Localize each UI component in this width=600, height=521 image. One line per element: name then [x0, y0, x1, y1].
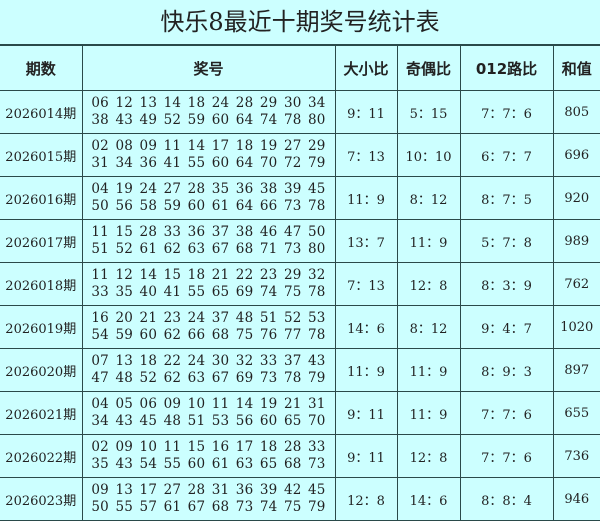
- period-cell: 2026018期: [0, 262, 83, 306]
- numbers-line: 16 20 21 23 24 37 48 51 52 53: [91, 310, 326, 326]
- numbers-line: 54 59 60 62 66 68 75 76 77 78: [91, 327, 326, 343]
- road012-cell: 6：7：7: [459, 133, 554, 177]
- numbers-cell: 04 05 06 09 10 11 14 19 21 31 34 43 45 48…: [81, 391, 336, 435]
- numbers-line: 50 55 57 61 67 68 73 74 75 79: [91, 499, 326, 515]
- numbers-line: 47 48 52 62 63 67 69 73 78 79: [91, 370, 326, 386]
- big-small-cell: 9：11: [334, 391, 398, 435]
- header-odd-even: 奇偶比: [396, 45, 461, 91]
- period-cell: 2026020期: [0, 348, 83, 392]
- period-cell: 2026016期: [0, 176, 83, 220]
- numbers-line: 02 09 10 11 15 16 17 18 28 33: [91, 439, 326, 455]
- numbers-line: 34 43 45 48 51 53 56 60 65 70: [91, 413, 326, 429]
- table-row: 2026019期 16 20 21 23 24 37 48 51 52 53 54…: [0, 305, 600, 349]
- sum-cell: 1020: [552, 305, 600, 349]
- header-period: 期数: [0, 45, 83, 91]
- table-row: 2026022期 02 09 10 11 15 16 17 18 28 33 35…: [0, 434, 600, 478]
- road012-cell: 7：7：6: [459, 391, 554, 435]
- odd-even-cell: 8：12: [396, 176, 461, 220]
- sum-cell: 696: [552, 133, 600, 177]
- numbers-line: 02 08 09 11 14 17 18 19 27 29: [91, 138, 326, 154]
- numbers-line: 04 05 06 09 10 11 14 19 21 31: [91, 396, 326, 412]
- odd-even-cell: 12：8: [396, 262, 461, 306]
- road012-cell: 7：7：6: [459, 90, 554, 134]
- big-small-cell: 9：11: [334, 434, 398, 478]
- road012-cell: 8：8：4: [459, 477, 554, 521]
- sum-cell: 736: [552, 434, 600, 478]
- numbers-cell: 09 13 17 27 28 31 36 39 42 45 50 55 57 61…: [81, 477, 336, 521]
- road012-cell: 9：4：7: [459, 305, 554, 349]
- numbers-line: 50 56 58 59 60 61 64 66 73 78: [91, 198, 326, 214]
- numbers-line: 35 43 54 55 60 61 63 65 68 73: [91, 456, 326, 472]
- numbers-line: 07 13 18 22 24 30 32 33 37 43: [91, 353, 326, 369]
- numbers-cell: 06 12 13 14 18 24 28 29 30 34 38 43 49 52…: [81, 90, 336, 134]
- sum-cell: 989: [552, 219, 600, 263]
- odd-even-cell: 11：9: [396, 391, 461, 435]
- sum-cell: 946: [552, 477, 600, 521]
- table-row: 2026023期 09 13 17 27 28 31 36 39 42 45 50…: [0, 477, 600, 521]
- big-small-cell: 14：6: [334, 305, 398, 349]
- period-cell: 2026014期: [0, 90, 83, 134]
- numbers-cell: 11 12 14 15 18 21 22 23 29 32 33 35 40 41…: [81, 262, 336, 306]
- big-small-cell: 7：13: [334, 133, 398, 177]
- header-big-small: 大小比: [334, 45, 398, 91]
- big-small-cell: 13：7: [334, 219, 398, 263]
- big-small-cell: 11：9: [334, 348, 398, 392]
- road012-cell: 8：7：5: [459, 176, 554, 220]
- numbers-line: 31 34 36 41 55 60 64 70 72 79: [91, 155, 326, 171]
- numbers-line: 38 43 49 52 59 60 64 74 78 80: [91, 112, 326, 128]
- odd-even-cell: 10：10: [396, 133, 461, 177]
- big-small-cell: 11：9: [334, 176, 398, 220]
- header-sum: 和值: [552, 45, 600, 91]
- odd-even-cell: 8：12: [396, 305, 461, 349]
- period-cell: 2026017期: [0, 219, 83, 263]
- odd-even-cell: 11：9: [396, 348, 461, 392]
- numbers-line: 06 12 13 14 18 24 28 29 30 34: [91, 95, 326, 111]
- big-small-cell: 9：11: [334, 90, 398, 134]
- numbers-cell: 07 13 18 22 24 30 32 33 37 43 47 48 52 62…: [81, 348, 336, 392]
- sum-cell: 805: [552, 90, 600, 134]
- table-row: 2026018期 11 12 14 15 18 21 22 23 29 32 33…: [0, 262, 600, 306]
- road012-cell: 8：3：9: [459, 262, 554, 306]
- numbers-cell: 04 19 24 27 28 35 36 38 39 45 50 56 58 59…: [81, 176, 336, 220]
- odd-even-cell: 12：8: [396, 434, 461, 478]
- header-row: 期数 奖号 大小比 奇偶比 012路比 和值: [0, 45, 600, 91]
- table-row: 2026016期 04 19 24 27 28 35 36 38 39 45 50…: [0, 176, 600, 220]
- table-row: 2026020期 07 13 18 22 24 30 32 33 37 43 47…: [0, 348, 600, 392]
- numbers-cell: 02 09 10 11 15 16 17 18 28 33 35 43 54 55…: [81, 434, 336, 478]
- numbers-cell: 16 20 21 23 24 37 48 51 52 53 54 59 60 62…: [81, 305, 336, 349]
- header-numbers: 奖号: [81, 45, 336, 91]
- numbers-cell: 11 15 28 33 36 37 38 46 47 50 51 52 61 62…: [81, 219, 336, 263]
- table-row: 2026021期 04 05 06 09 10 11 14 19 21 31 34…: [0, 391, 600, 435]
- sum-cell: 655: [552, 391, 600, 435]
- road012-cell: 5：7：8: [459, 219, 554, 263]
- numbers-cell: 02 08 09 11 14 17 18 19 27 29 31 34 36 41…: [81, 133, 336, 177]
- numbers-line: 11 15 28 33 36 37 38 46 47 50: [91, 224, 326, 240]
- header-road012: 012路比: [459, 45, 554, 91]
- sum-cell: 920: [552, 176, 600, 220]
- draw-stats-table: 期数 奖号 大小比 奇偶比 012路比 和值 2026014期 06 12 13…: [0, 45, 600, 521]
- table-row: 2026014期 06 12 13 14 18 24 28 29 30 34 38…: [0, 90, 600, 134]
- period-cell: 2026021期: [0, 391, 83, 435]
- big-small-cell: 12：8: [334, 477, 398, 521]
- road012-cell: 8：9：3: [459, 348, 554, 392]
- period-cell: 2026022期: [0, 434, 83, 478]
- table-row: 2026017期 11 15 28 33 36 37 38 46 47 50 51…: [0, 219, 600, 263]
- big-small-cell: 7：13: [334, 262, 398, 306]
- numbers-line: 09 13 17 27 28 31 36 39 42 45: [91, 482, 326, 498]
- table-title: 快乐8最近十期奖号统计表: [0, 0, 600, 45]
- sum-cell: 762: [552, 262, 600, 306]
- road012-cell: 7：7：6: [459, 434, 554, 478]
- odd-even-cell: 5：15: [396, 90, 461, 134]
- period-cell: 2026015期: [0, 133, 83, 177]
- numbers-line: 33 35 40 41 55 65 69 74 75 78: [91, 284, 326, 300]
- period-cell: 2026019期: [0, 305, 83, 349]
- table-row: 2026015期 02 08 09 11 14 17 18 19 27 29 31…: [0, 133, 600, 177]
- odd-even-cell: 11：9: [396, 219, 461, 263]
- period-cell: 2026023期: [0, 477, 83, 521]
- sum-cell: 897: [552, 348, 600, 392]
- numbers-line: 11 12 14 15 18 21 22 23 29 32: [91, 267, 326, 283]
- odd-even-cell: 14：6: [396, 477, 461, 521]
- numbers-line: 04 19 24 27 28 35 36 38 39 45: [91, 181, 326, 197]
- numbers-line: 51 52 61 62 63 67 68 71 73 80: [91, 241, 326, 257]
